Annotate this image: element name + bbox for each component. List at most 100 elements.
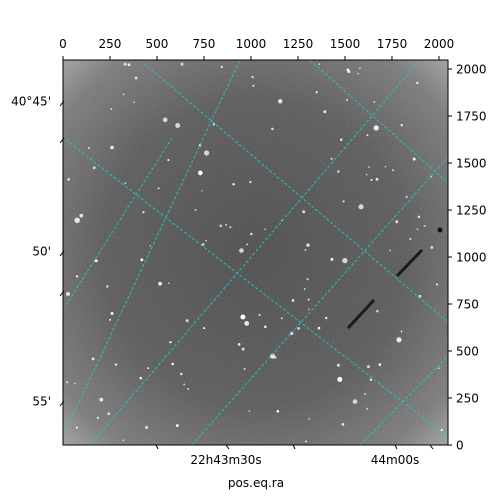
star <box>258 313 261 316</box>
star <box>239 248 244 253</box>
top-tick-label: 750 <box>193 37 216 51</box>
top-tick-label: 500 <box>146 37 169 51</box>
star <box>149 245 151 247</box>
ra-tick <box>155 444 159 450</box>
star <box>183 383 186 386</box>
star <box>123 62 127 66</box>
grid-line <box>89 60 421 445</box>
star <box>357 72 360 75</box>
star <box>400 330 403 333</box>
star <box>336 363 340 367</box>
star <box>185 319 189 323</box>
star <box>167 158 170 162</box>
star <box>440 429 443 432</box>
star <box>264 228 266 230</box>
top-tick-label: 0 <box>59 37 67 51</box>
dec-tick <box>59 137 65 144</box>
star <box>430 175 433 178</box>
sky-noise <box>63 60 448 445</box>
star <box>384 165 387 168</box>
star <box>187 388 190 390</box>
image-panel <box>63 60 448 445</box>
star <box>179 372 183 376</box>
grid-line <box>309 60 448 184</box>
ra-axis: 22h43m30s 44m00s <box>155 444 434 467</box>
star <box>110 108 113 110</box>
star <box>290 331 294 336</box>
star <box>352 399 358 404</box>
star <box>308 308 310 310</box>
star <box>337 376 343 382</box>
star <box>203 150 210 156</box>
star <box>142 211 145 214</box>
star <box>246 243 248 246</box>
star <box>168 282 170 284</box>
star <box>305 440 307 443</box>
grid-line <box>65 60 241 431</box>
star <box>342 257 348 264</box>
star <box>205 239 207 242</box>
star <box>358 204 364 210</box>
star <box>306 243 310 247</box>
star <box>140 258 144 262</box>
star <box>127 63 131 67</box>
right-tick-label: 2000 <box>456 63 487 77</box>
star <box>65 381 69 384</box>
star <box>306 278 309 281</box>
ra-tick <box>394 444 398 450</box>
star <box>122 93 125 96</box>
star <box>291 299 295 302</box>
dec-tick <box>59 100 65 107</box>
star <box>106 285 109 288</box>
star <box>114 363 118 366</box>
star <box>229 226 232 229</box>
grid-line <box>359 355 448 445</box>
star <box>92 166 96 170</box>
right-tick-label: 750 <box>456 298 479 312</box>
star <box>392 169 394 172</box>
right-tick-label: 1000 <box>456 251 487 265</box>
star <box>370 178 373 182</box>
dec-tick <box>59 250 65 257</box>
star <box>307 298 310 301</box>
star <box>400 123 403 127</box>
star <box>417 215 421 219</box>
star <box>75 275 79 278</box>
star <box>365 173 368 176</box>
ra-tick-label: 22h43m30s <box>190 453 261 467</box>
ra-tick-label: 44m00s <box>371 453 419 467</box>
star <box>158 281 162 286</box>
star <box>280 317 283 320</box>
star <box>308 418 310 420</box>
star <box>368 166 370 168</box>
star <box>122 439 125 442</box>
star <box>373 125 379 131</box>
star <box>212 123 216 126</box>
star <box>201 190 203 192</box>
star <box>396 337 402 343</box>
star <box>157 187 160 190</box>
star <box>436 283 439 286</box>
dec-tick <box>59 400 65 407</box>
grid-line <box>65 139 448 438</box>
star <box>271 127 274 131</box>
star <box>366 365 370 369</box>
star <box>180 62 184 66</box>
grid-line <box>139 60 448 323</box>
star <box>110 145 114 150</box>
star <box>369 378 373 381</box>
satellite-trail-2 <box>395 248 424 278</box>
star <box>240 314 246 320</box>
star <box>249 180 252 184</box>
right-pixel-axis: 2000 1750 1500 1250 1000 750 500 250 0 <box>448 63 487 453</box>
star <box>133 101 135 103</box>
right-tick-label: 1500 <box>456 157 487 171</box>
star <box>375 177 379 181</box>
star <box>109 318 112 321</box>
star <box>232 182 235 186</box>
ra-tick <box>292 444 296 450</box>
right-tick-label: 1250 <box>456 204 487 218</box>
top-tick-label: 1500 <box>330 37 361 51</box>
star <box>75 426 78 429</box>
star <box>94 259 98 263</box>
